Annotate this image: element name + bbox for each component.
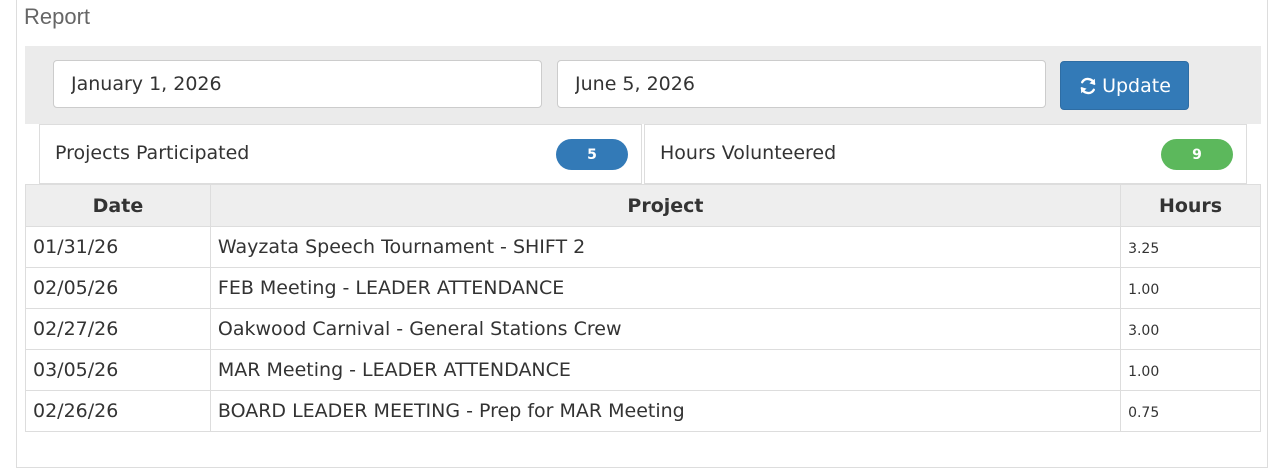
row-date: 02/26/26 <box>25 390 211 432</box>
start-date-input[interactable] <box>53 60 542 108</box>
table-row: 01/31/26 Wayzata Speech Tournament - SHI… <box>25 226 1261 268</box>
row-hours: 1.00 <box>1120 349 1261 391</box>
row-project: FEB Meeting - LEADER ATTENDANCE <box>209 267 1122 309</box>
projects-count-badge: 5 <box>556 139 628 170</box>
panel-title: Report <box>24 4 91 29</box>
row-hours: 1.00 <box>1120 267 1261 309</box>
row-date: 02/27/26 <box>25 308 211 350</box>
update-button[interactable]: Update <box>1060 61 1189 110</box>
hours-column-header[interactable]: Hours <box>1120 184 1261 227</box>
row-project: BOARD LEADER MEETING - Prep for MAR Meet… <box>209 390 1122 432</box>
row-date: 02/05/26 <box>25 267 211 309</box>
hours-count-badge: 9 <box>1161 139 1233 170</box>
table-row: 02/27/26 Oakwood Carnival - General Stat… <box>25 308 1261 350</box>
row-date: 01/31/26 <box>25 226 211 268</box>
end-date-input[interactable] <box>557 60 1046 108</box>
row-hours: 3.25 <box>1120 226 1261 268</box>
date-column-header[interactable]: Date <box>25 184 211 227</box>
hours-volunteered-stat: Hours Volunteered 9 <box>644 124 1247 184</box>
refresh-icon <box>1078 76 1098 96</box>
row-project: Wayzata Speech Tournament - SHIFT 2 <box>209 226 1122 268</box>
table-row: 02/26/26 BOARD LEADER MEETING - Prep for… <box>25 390 1261 432</box>
date-filter-bar: Update <box>25 46 1261 124</box>
row-project: MAR Meeting - LEADER ATTENDANCE <box>209 349 1122 391</box>
table-row: 02/05/26 FEB Meeting - LEADER ATTENDANCE… <box>25 267 1261 309</box>
projects-participated-label: Projects Participated <box>55 142 250 164</box>
row-hours: 0.75 <box>1120 390 1261 432</box>
hours-volunteered-label: Hours Volunteered <box>660 142 837 164</box>
row-date: 03/05/26 <box>25 349 211 391</box>
table-header-row: Date Project Hours <box>25 184 1261 227</box>
update-button-label: Update <box>1102 74 1171 97</box>
report-table: Date Project Hours 01/31/26 Wayzata Spee… <box>25 184 1261 432</box>
row-project: Oakwood Carnival - General Stations Crew <box>209 308 1122 350</box>
project-column-header[interactable]: Project <box>209 184 1122 227</box>
projects-participated-stat: Projects Participated 5 <box>39 124 642 184</box>
table-row: 03/05/26 MAR Meeting - LEADER ATTENDANCE… <box>25 349 1261 391</box>
row-hours: 3.00 <box>1120 308 1261 350</box>
